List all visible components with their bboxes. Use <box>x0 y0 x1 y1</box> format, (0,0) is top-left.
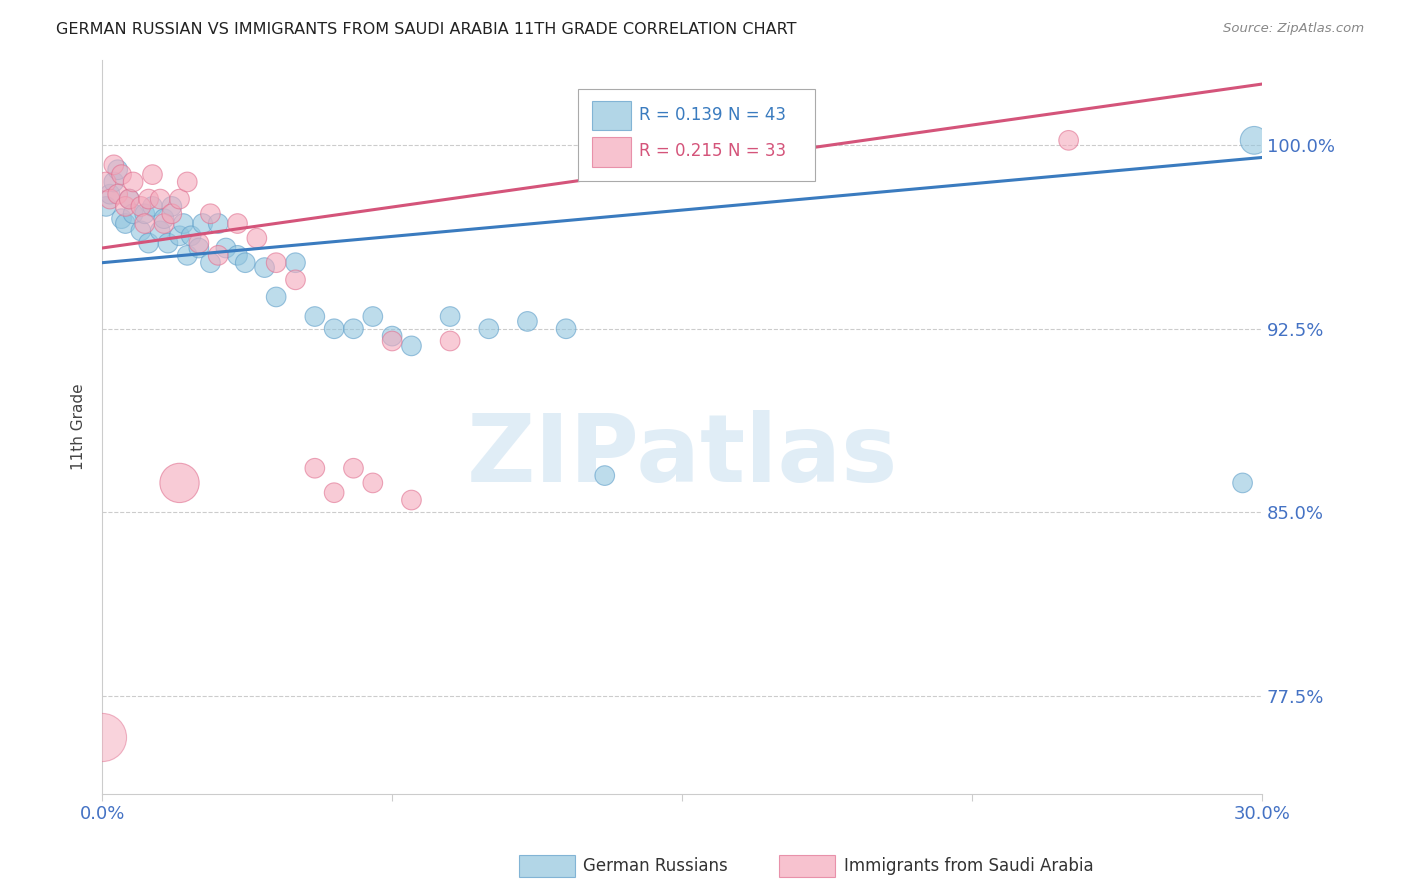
Point <box>153 217 176 231</box>
Point <box>134 207 156 221</box>
Point <box>593 468 616 483</box>
Point <box>107 162 129 177</box>
Point <box>134 217 156 231</box>
Point <box>160 199 183 213</box>
Point <box>122 175 145 189</box>
FancyBboxPatch shape <box>592 137 631 167</box>
Point <box>103 175 125 189</box>
Point <box>94 199 117 213</box>
Point <box>342 461 364 475</box>
Point <box>439 334 461 348</box>
Point <box>141 199 163 213</box>
Point <box>110 168 132 182</box>
Point <box>118 192 141 206</box>
Point <box>176 248 198 262</box>
Point <box>91 731 114 745</box>
Text: ZIPatlas: ZIPatlas <box>467 410 898 502</box>
Point <box>323 322 346 336</box>
Point <box>1243 133 1265 147</box>
Point <box>226 217 249 231</box>
Point <box>141 168 163 182</box>
Point <box>129 199 152 213</box>
Point <box>478 322 501 336</box>
Point <box>284 273 307 287</box>
Point <box>172 217 194 231</box>
Point <box>246 231 269 245</box>
Point <box>176 175 198 189</box>
Point <box>381 334 404 348</box>
Point <box>156 236 179 251</box>
Point <box>169 228 191 243</box>
Point <box>160 207 183 221</box>
Point <box>169 475 191 490</box>
Text: GERMAN RUSSIAN VS IMMIGRANTS FROM SAUDI ARABIA 11TH GRADE CORRELATION CHART: GERMAN RUSSIAN VS IMMIGRANTS FROM SAUDI … <box>56 22 797 37</box>
Point <box>94 175 117 189</box>
Point <box>187 241 209 255</box>
Point <box>381 329 404 343</box>
Point <box>215 241 238 255</box>
Point <box>304 461 326 475</box>
FancyBboxPatch shape <box>578 89 815 181</box>
Point <box>342 322 364 336</box>
Text: R = 0.215: R = 0.215 <box>640 143 723 161</box>
Text: Source: ZipAtlas.com: Source: ZipAtlas.com <box>1223 22 1364 36</box>
Point <box>233 255 256 269</box>
Point <box>401 339 423 353</box>
Point <box>1232 475 1254 490</box>
Point <box>200 207 222 221</box>
Point <box>103 158 125 172</box>
Point <box>361 475 384 490</box>
Point <box>200 255 222 269</box>
Point <box>138 236 160 251</box>
Point <box>207 248 229 262</box>
Point <box>98 192 121 206</box>
Point <box>122 207 145 221</box>
Point <box>439 310 461 324</box>
Point <box>304 310 326 324</box>
Point <box>169 192 191 206</box>
Point <box>284 255 307 269</box>
Point <box>191 217 214 231</box>
Text: R = 0.139: R = 0.139 <box>640 105 723 124</box>
Point <box>98 187 121 202</box>
Point <box>149 192 172 206</box>
Point <box>118 192 141 206</box>
Point <box>129 224 152 238</box>
Point <box>114 199 136 213</box>
Text: N = 33: N = 33 <box>728 143 786 161</box>
Point <box>401 493 423 508</box>
Point <box>226 248 249 262</box>
Point <box>361 310 384 324</box>
Point <box>555 322 578 336</box>
Text: N = 43: N = 43 <box>728 105 786 124</box>
Point <box>138 192 160 206</box>
Point <box>114 217 136 231</box>
Point <box>187 236 209 251</box>
Point <box>207 217 229 231</box>
Point <box>253 260 276 275</box>
Point <box>264 290 287 304</box>
Point <box>107 187 129 202</box>
Y-axis label: 11th Grade: 11th Grade <box>72 384 86 470</box>
Point <box>149 224 172 238</box>
Point <box>264 255 287 269</box>
Text: Immigrants from Saudi Arabia: Immigrants from Saudi Arabia <box>844 857 1094 875</box>
Point <box>516 314 538 328</box>
Point <box>1057 133 1080 147</box>
Point <box>110 211 132 226</box>
Point <box>323 485 346 500</box>
Text: German Russians: German Russians <box>583 857 728 875</box>
Point <box>180 228 202 243</box>
FancyBboxPatch shape <box>592 101 631 130</box>
Point <box>153 211 176 226</box>
